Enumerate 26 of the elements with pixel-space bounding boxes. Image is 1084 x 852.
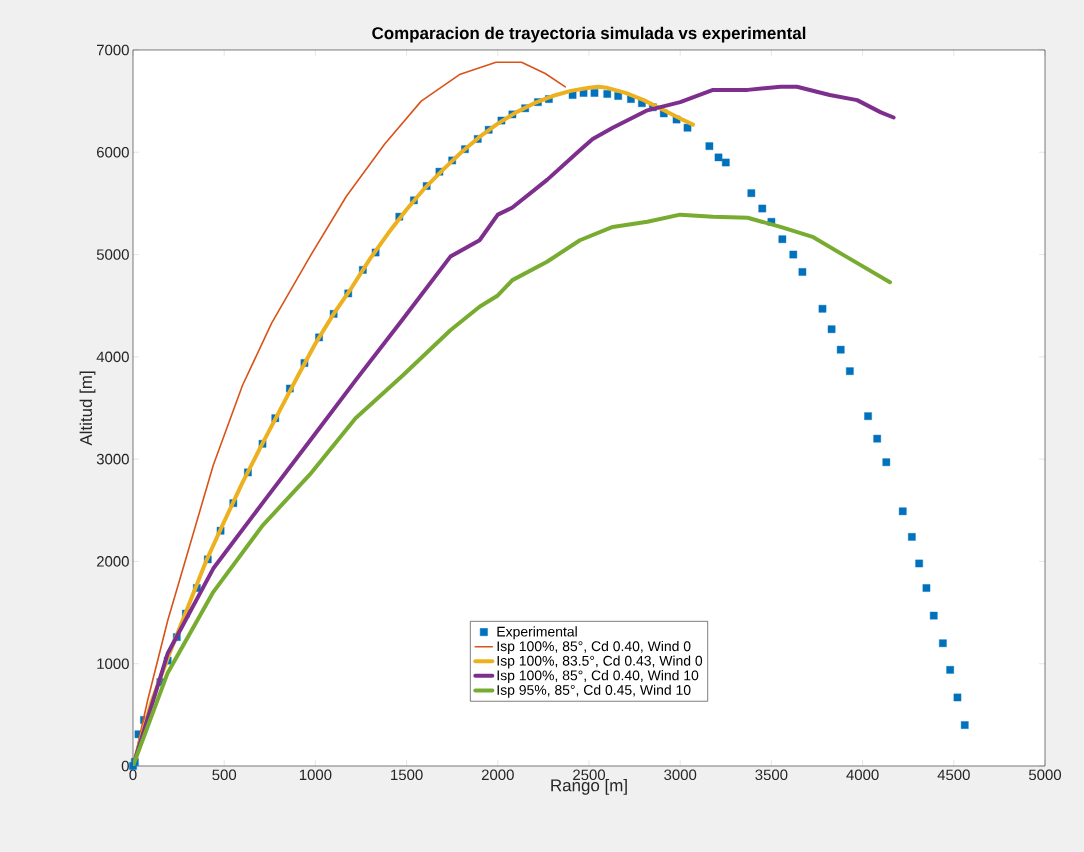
legend-label: Isp 100%, 83.5°, Cd 0.43, Wind 0 — [497, 655, 703, 669]
x-tick-label: 3000 — [664, 769, 697, 781]
x-tick-label: 2500 — [573, 769, 606, 781]
y-axis-title: Altitud [m] — [79, 371, 96, 446]
legend-label: Experimental — [497, 626, 577, 640]
x-tick-label: 2000 — [481, 769, 514, 781]
x-tick-label: 0 — [129, 769, 137, 781]
x-tick-label: 1500 — [391, 769, 423, 781]
x-tick-label: 500 — [212, 769, 237, 781]
y-tick-label: 6000 — [97, 146, 129, 158]
x-tick-label: 1000 — [299, 769, 332, 781]
x-tick-label: 5000 — [1028, 769, 1062, 781]
y-tick-label: 5000 — [96, 249, 129, 260]
x-tick-label: 4000 — [846, 769, 879, 781]
y-tick-label: 3000 — [96, 453, 129, 465]
y-tick-label: 0 — [121, 760, 129, 772]
x-tick-label: 4500 — [937, 769, 970, 781]
y-tick-label: 2000 — [96, 556, 129, 567]
y-tick-label: 4000 — [96, 351, 129, 363]
y-tick-label: 7000 — [97, 44, 129, 56]
legend-label: Isp 95%, 85°, Cd 0.45, Wind 10 — [497, 684, 691, 698]
chart-title: Comparacion de trayectoria simulada vs experimental — [372, 26, 806, 43]
legend-label: Isp 100%, 85°, Cd 0.40, Wind 0 — [497, 640, 691, 654]
x-tick-label: 3500 — [755, 769, 788, 781]
legend-label: Isp 100%, 85°, Cd 0.40, Wind 10 — [497, 670, 699, 684]
y-tick-label: 1000 — [97, 658, 129, 669]
